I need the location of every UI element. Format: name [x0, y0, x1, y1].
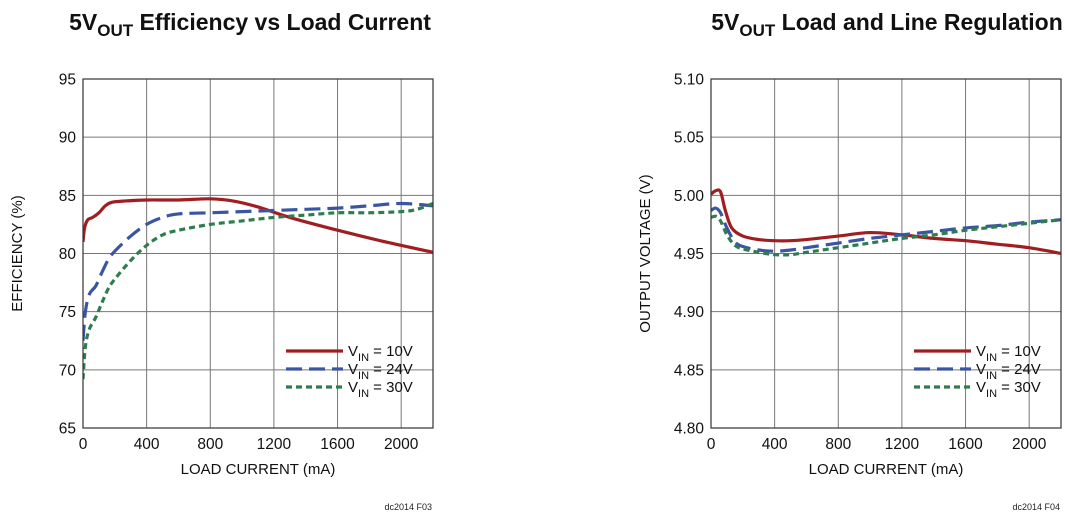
x-tick-label: 400 — [134, 436, 160, 453]
x-tick-label: 0 — [707, 436, 716, 453]
y-tick-label: 5.05 — [674, 130, 704, 147]
y-tick-label: 4.95 — [674, 246, 704, 263]
y-tick-label: 75 — [59, 304, 76, 321]
x-tick-label: 1200 — [885, 436, 920, 453]
x-tick-label: 2000 — [1012, 436, 1047, 453]
y-tick-label: 4.85 — [674, 362, 704, 379]
tick-labels: 0 400 800 1200 1600 2000 65 70 75 80 85 90 95 — [59, 72, 419, 454]
series-lines — [711, 188, 1061, 257]
chart-title-rest: Load and Line Regulation — [775, 9, 1063, 35]
x-tick-label: 800 — [825, 436, 851, 453]
y-tick-label: 85 — [59, 188, 76, 205]
figure-code: dc2014 F04 — [1012, 502, 1060, 512]
x-tick-label: 2000 — [384, 436, 419, 453]
x-tick-label: 0 — [79, 436, 88, 453]
tick-labels: 0 400 800 1200 1600 2000 4.80 4.85 4.90 4.95 5.00 5… — [674, 72, 1047, 454]
x-tick-label: 1600 — [320, 436, 355, 453]
chart-title-prefix: 5V — [69, 9, 98, 35]
y-tick-label: 4.90 — [674, 304, 705, 321]
plot-frame — [710, 78, 1062, 429]
y-tick-label: 95 — [59, 72, 76, 89]
legend-label-2: VIN = 24V — [976, 361, 1041, 382]
chart-title: 5VOUT Load and Line Regulation — [711, 9, 1063, 40]
legend-label-2: VIN = 24V — [348, 361, 413, 382]
y-tick-label: 65 — [59, 421, 76, 438]
y-tick-label: 90 — [59, 130, 77, 147]
chart-title-prefix: 5V — [711, 9, 740, 35]
legend-label-3: VIN = 30V — [348, 379, 413, 400]
grid — [83, 79, 433, 428]
x-tick-label: 800 — [197, 436, 223, 453]
x-tick-label: 1600 — [948, 436, 983, 453]
x-axis-label: LOAD CURRENT (mA) — [809, 461, 964, 478]
efficiency-chart: 5VOUT Efficiency vs Load Current 0 400 800… — [9, 9, 434, 512]
chart-title-sub: OUT — [739, 21, 776, 40]
x-tick-label: 400 — [762, 436, 788, 453]
series-line-1 — [83, 197, 433, 254]
legend-label-1: VIN = 10V — [976, 343, 1041, 364]
chart-title-rest: Efficiency vs Load Current — [133, 9, 431, 35]
y-axis-label: EFFICIENCY (%) — [9, 195, 26, 311]
y-tick-label: 4.80 — [674, 421, 705, 438]
figure-code: dc2014 F03 — [384, 502, 432, 512]
x-tick-label: 1200 — [257, 436, 292, 453]
y-tick-label: 80 — [59, 246, 77, 263]
y-axis-label: OUTPUT VOLTAGE (V) — [637, 174, 654, 332]
regulation-chart: 5VOUT Load and Line Regulation 0 400 800 12… — [637, 9, 1063, 512]
legend-label-3: VIN = 30V — [976, 379, 1041, 400]
series-line-1 — [711, 188, 1061, 256]
y-tick-label: 70 — [59, 362, 77, 379]
chart-title: 5VOUT Efficiency vs Load Current — [69, 9, 431, 40]
y-tick-label: 5.00 — [674, 188, 705, 205]
series-line-3 — [83, 201, 433, 380]
series-line-2 — [83, 201, 433, 341]
chart-title-sub: OUT — [97, 21, 134, 40]
series-lines — [83, 197, 433, 380]
series-line-3 — [711, 214, 1061, 257]
legend-label-1: VIN = 10V — [348, 343, 413, 364]
x-axis-label: LOAD CURRENT (mA) — [181, 461, 336, 478]
plot-frame — [82, 78, 434, 429]
series-line-2 — [711, 206, 1061, 253]
y-tick-label: 5.10 — [674, 72, 705, 89]
